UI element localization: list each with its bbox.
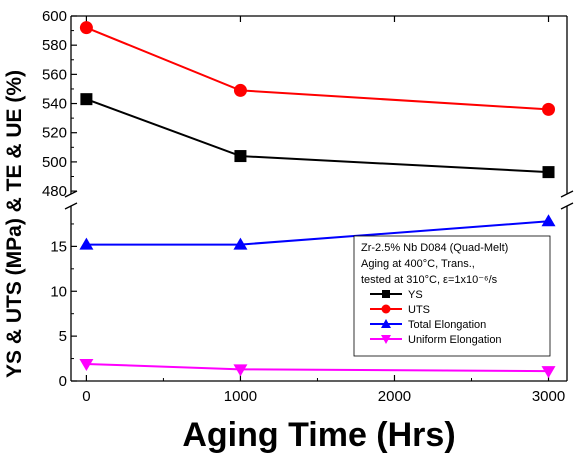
break-mark: [560, 202, 574, 210]
legend-item: Total Elongation: [370, 319, 486, 331]
y-upper-tick-label: 560: [42, 66, 67, 83]
y-upper-tick-label: 540: [42, 96, 67, 113]
data-point: [79, 21, 93, 35]
legend-marker: [381, 304, 391, 314]
y-axis-label: YS & UTS (MPa) & TE & UE (%): [3, 70, 26, 378]
legend-label: Uniform Elongation: [408, 334, 502, 346]
data-point: [79, 358, 94, 371]
data-point: [233, 83, 247, 97]
legend-item: YS: [370, 289, 423, 301]
legend-marker: [382, 290, 390, 298]
legend-label: Total Elongation: [408, 319, 486, 331]
series-uniform-elongation: [79, 358, 556, 379]
data-point: [79, 237, 94, 250]
y-lower-tick-label: 15: [50, 238, 67, 255]
data-point: [541, 366, 556, 379]
y-lower-tick-label: 10: [50, 283, 67, 300]
y-upper-tick-label: 520: [42, 125, 67, 142]
x-tick-label: 1000: [224, 388, 257, 405]
legend-header-line: Zr-2.5% Nb D084 (Quad-Melt): [361, 242, 508, 254]
x-tick-label: 2000: [378, 388, 411, 405]
x-axis: 0 1000 2000 3000: [82, 16, 565, 405]
legend: Zr-2.5% Nb D084 (Quad-Melt) Aging at 400°…: [353, 235, 551, 357]
x-tick-label: 0: [82, 388, 90, 405]
series-ys: [80, 93, 555, 179]
y-upper-tick-label: 480: [42, 183, 67, 200]
legend-label: UTS: [408, 304, 430, 316]
series-line: [86, 362, 549, 373]
x-axis-label: Aging Time (Hrs): [182, 416, 455, 454]
legend-item: Uniform Elongation: [370, 334, 502, 346]
y-axis-lower: 0 5 10 15: [50, 223, 77, 390]
legend-header-line: Aging at 400°C, Trans.,: [361, 258, 475, 270]
legend-marker: [381, 335, 391, 344]
y-upper-tick-label: 500: [42, 154, 67, 171]
y-axis-upper: 480 500 520 540 560 580 600: [42, 8, 77, 200]
legend-item: UTS: [370, 304, 430, 316]
break-mark: [64, 202, 78, 210]
series-line: [86, 98, 549, 174]
y-upper-tick-label: 600: [42, 8, 67, 25]
y-upper-tick-label: 580: [42, 37, 67, 54]
legend-label: YS: [408, 289, 423, 301]
data-point: [80, 93, 93, 106]
data-point: [233, 237, 248, 250]
y-lower-tick-label: 5: [59, 328, 67, 345]
series-line: [86, 26, 549, 111]
data-point: [542, 166, 555, 179]
series-total-elongation: [79, 214, 556, 250]
data-point: [233, 364, 248, 377]
y-lower-tick-label: 0: [59, 373, 67, 390]
break-mark: [64, 190, 78, 198]
data-point: [541, 214, 556, 227]
legend-header-line: tested at 310°C, ε=1x10⁻⁶/s: [361, 274, 498, 286]
data-point: [542, 102, 556, 116]
series-layer: [79, 21, 556, 379]
legend-marker: [381, 319, 391, 328]
x-tick-label: 3000: [532, 388, 565, 405]
break-mark: [560, 190, 574, 198]
data-point: [234, 150, 247, 163]
axis-break-marks: [64, 190, 574, 210]
series-uts: [79, 21, 556, 116]
